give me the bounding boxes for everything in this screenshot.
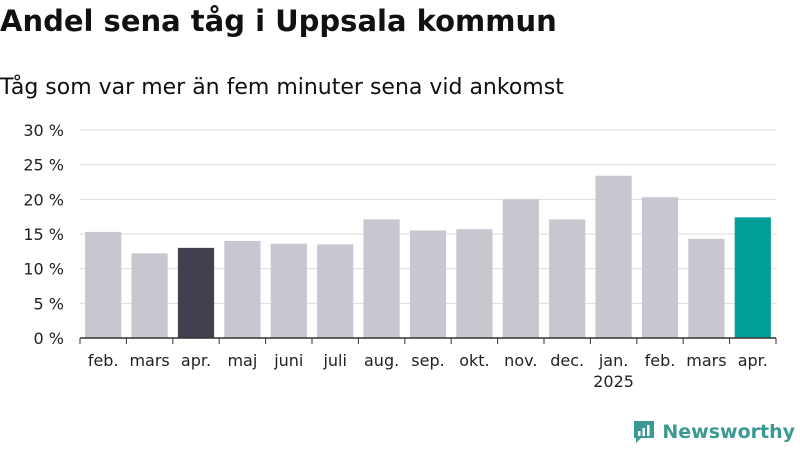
y-tick-label: 25 % (23, 156, 64, 175)
bar (177, 247, 215, 338)
x-tick-label: apr. (738, 351, 768, 370)
x-tick-label: okt. (459, 351, 489, 370)
bar (688, 238, 725, 338)
x-tick-label: aug. (364, 351, 399, 370)
bar (549, 219, 586, 338)
x-tick-label: juli (322, 351, 346, 370)
bar (363, 219, 400, 338)
bar (85, 231, 122, 338)
y-tick-label: 5 % (34, 294, 64, 313)
x-tick-label: apr. (181, 351, 211, 370)
chart-subtitle: Tåg som var mer än fem minuter sena vid … (0, 75, 564, 100)
x-tick-label: mars (129, 351, 169, 370)
x-tick-label: dec. (550, 351, 584, 370)
x-tick-label: feb. (645, 351, 676, 370)
y-tick-label: 20 % (23, 190, 64, 209)
bar (595, 175, 632, 338)
y-tick-label: 15 % (23, 225, 64, 244)
x-tick-label: nov. (504, 351, 537, 370)
bar (641, 197, 679, 338)
x-tick-label: sep. (411, 351, 444, 370)
bar (734, 217, 771, 338)
y-tick-label: 10 % (23, 260, 64, 279)
bar (317, 244, 354, 338)
bar (270, 243, 307, 338)
bar (409, 230, 447, 338)
brand-logo: Newsworthy (632, 419, 795, 445)
x-tick-label: jan. (598, 351, 628, 370)
bar (502, 199, 539, 338)
bar (131, 253, 168, 338)
x-tick-label: juni (273, 351, 303, 370)
x-tick-label: feb. (88, 351, 119, 370)
bar (224, 240, 261, 338)
brand-name: Newsworthy (662, 421, 795, 443)
x-tick-label: mars (686, 351, 726, 370)
x-tick-label: maj (227, 351, 257, 370)
y-tick-label: 0 % (34, 329, 64, 348)
x-year-label: 2025 (593, 372, 634, 391)
chart-title: Andel sena tåg i Uppsala kommun (0, 4, 557, 38)
newsworthy-logo-icon (634, 421, 655, 443)
bar (456, 229, 493, 338)
y-tick-label: 30 % (23, 121, 64, 140)
